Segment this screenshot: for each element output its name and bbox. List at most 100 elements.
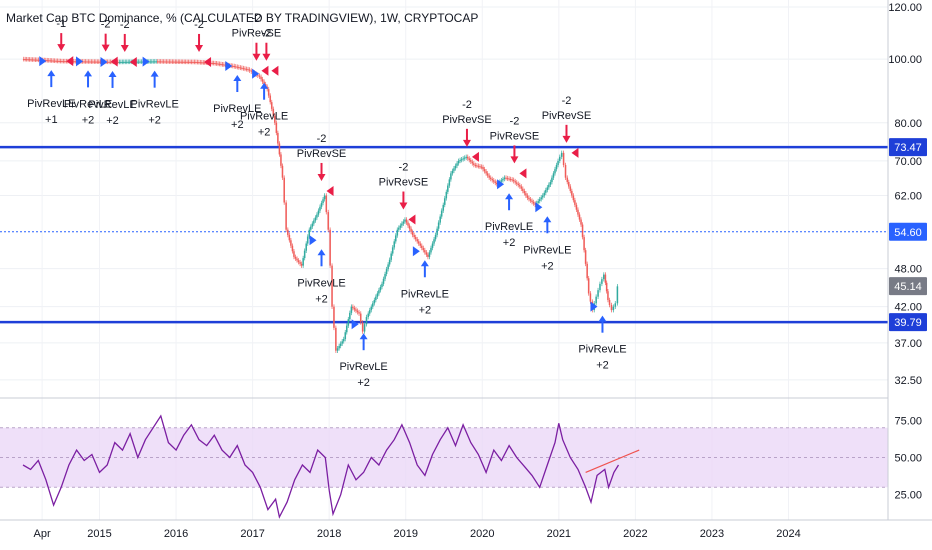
candle-body	[139, 61, 141, 63]
candle-body	[327, 212, 330, 230]
candle-body	[456, 163, 458, 166]
candle-body	[272, 108, 275, 116]
candle-body	[566, 177, 569, 183]
candle-body	[390, 253, 392, 260]
candle-body	[548, 184, 550, 188]
candle-body	[319, 206, 321, 211]
candle-body	[193, 61, 196, 63]
time-tick-label: Apr	[34, 528, 51, 540]
price-tick-label: 70.00	[894, 156, 922, 168]
long-entry-marker	[76, 56, 84, 67]
long-arrow-head	[317, 249, 326, 256]
candle-body	[294, 256, 297, 259]
long-entry-marker	[590, 301, 598, 312]
price-tick-label: 80.00	[894, 118, 922, 130]
candle-body	[153, 61, 156, 63]
candle-body	[614, 303, 617, 307]
candle-body	[30, 59, 32, 61]
candle-body	[150, 61, 153, 63]
price-tick-label: 100.00	[888, 54, 922, 66]
candle-body	[384, 273, 386, 279]
candle-body	[242, 68, 245, 70]
rsi-axis[interactable]: 25.00 50.00 75.00	[894, 415, 922, 501]
long-entry-marker	[252, 68, 260, 79]
time-axis[interactable]: Apr 2015 2016 2017 2018 2019 2020 2021 2022 2023 2…	[34, 528, 801, 540]
candle-body	[170, 61, 172, 63]
long-entry-marker	[100, 56, 108, 67]
candle-body	[474, 164, 477, 166]
candle-body	[25, 59, 28, 61]
candle-body	[27, 59, 29, 61]
candle-body	[522, 188, 524, 191]
candle-body	[349, 312, 351, 320]
candle-body	[442, 204, 445, 211]
signals: PivRevLE+1-1PivRevLE+2-2PivRevLE+2-2PivR…	[27, 13, 626, 389]
candle-body	[416, 239, 419, 242]
short-arrow-head	[120, 44, 129, 52]
candle-body	[342, 339, 345, 342]
candle-body	[168, 61, 171, 63]
candle-body	[87, 61, 90, 63]
candle-body	[261, 79, 264, 82]
candle-body	[92, 61, 94, 63]
candle-body	[581, 224, 584, 238]
candle-body	[341, 341, 343, 344]
short-entry-marker	[271, 65, 279, 76]
time-tick-label: 2022	[623, 528, 647, 540]
time-tick-label: 2023	[700, 528, 724, 540]
candle-body	[608, 299, 611, 305]
candle-body	[181, 61, 184, 63]
candle-body	[49, 60, 52, 62]
candles	[22, 56, 619, 353]
candle-body	[274, 115, 276, 123]
candle-body	[599, 283, 601, 291]
candle-body	[320, 202, 323, 207]
candle-body	[529, 199, 532, 201]
candle-body	[44, 60, 47, 62]
candle-body	[439, 216, 441, 223]
price-tag	[889, 313, 927, 332]
candle-body	[402, 221, 405, 224]
candle-body	[604, 274, 607, 283]
signal-count: +1	[45, 114, 58, 126]
candle-body	[543, 192, 546, 196]
candle-body	[505, 177, 507, 179]
long-arrow-head	[359, 333, 368, 340]
candle-body	[296, 258, 298, 261]
candle-body	[372, 303, 374, 307]
long-entry-marker	[412, 246, 420, 257]
candle-body	[267, 89, 270, 96]
candle-body	[421, 245, 423, 248]
candle-body	[285, 202, 287, 230]
candle-body	[187, 61, 190, 63]
candle-body	[90, 61, 93, 63]
candle-body	[331, 265, 333, 307]
short-arrow-head	[195, 44, 204, 52]
candle-body	[410, 228, 412, 232]
short-arrow-head	[101, 44, 110, 52]
short-entry-marker	[519, 168, 527, 179]
candle-body	[555, 164, 558, 170]
candle-body	[394, 235, 397, 242]
candle-body	[356, 310, 359, 313]
long-arrow-head	[543, 216, 552, 223]
signal-label: PivRevLE	[339, 361, 387, 373]
signal-label: PivRevLE	[130, 99, 178, 111]
time-tick-label: 2018	[317, 528, 341, 540]
short-entry-marker	[408, 214, 416, 225]
candle-body	[491, 178, 494, 181]
short-arrow-head	[462, 139, 471, 147]
candle-body	[502, 178, 504, 181]
candle-body	[486, 173, 489, 176]
candle-body	[526, 195, 529, 198]
candle-body	[433, 239, 435, 244]
candle-body	[430, 247, 432, 253]
price-axis[interactable]: 32.50 37.00 42.00 48.00 62.00 70.00 80.00 100.0…	[888, 2, 922, 387]
price-tick-label: 32.50	[894, 375, 922, 387]
candle-body	[108, 61, 110, 63]
candle-body	[283, 177, 285, 203]
time-tick-label: 2016	[164, 528, 188, 540]
long-entry-marker	[309, 235, 317, 246]
candle-body	[156, 61, 159, 63]
